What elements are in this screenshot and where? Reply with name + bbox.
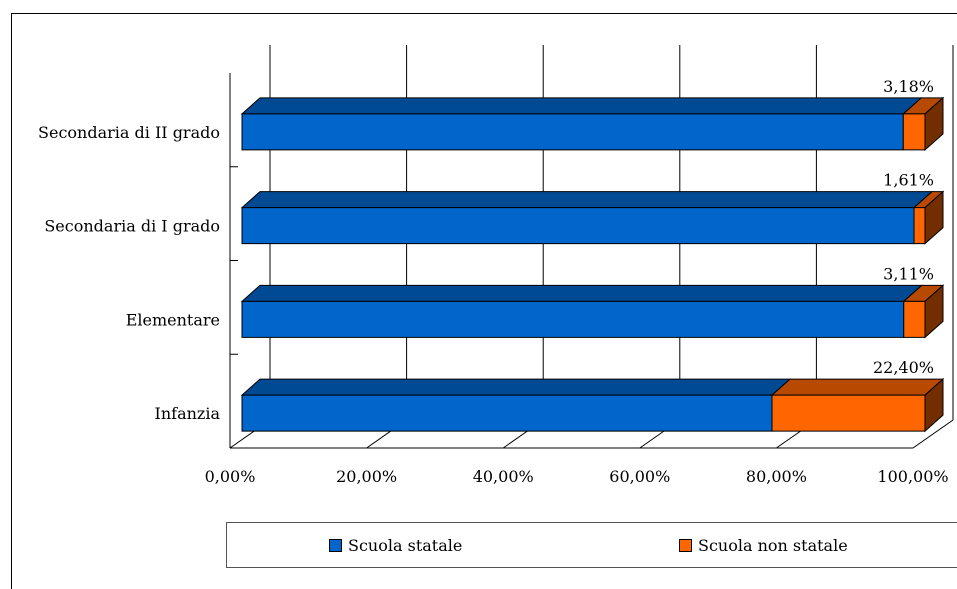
x-tick-label: 20,00% (336, 467, 397, 486)
bar-top-non-statale (770, 378, 945, 396)
legend-label-statale: Scuola statale (348, 536, 463, 555)
data-label: 1,61% (883, 171, 934, 190)
chart-frame (11, 13, 957, 589)
bar-statale (241, 394, 773, 432)
category-label: Elementare (126, 310, 220, 329)
x-tick-label: 100,00% (877, 467, 948, 486)
category-label: Infanzia (155, 404, 221, 423)
data-label: 22,40% (873, 358, 934, 377)
bar-non-statale (903, 300, 926, 338)
legend-item-non-statale: Scuola non statale (679, 536, 848, 555)
bar-side (924, 378, 944, 433)
x-tick-label: 40,00% (473, 467, 534, 486)
x-tick-label: 80,00% (746, 467, 807, 486)
data-label: 3,18% (883, 77, 934, 96)
bar-top-statale (240, 284, 924, 302)
bar-statale (241, 300, 905, 338)
chart-legend: Scuola statale Scuola non statale (226, 522, 957, 568)
x-tick-label: 60,00% (609, 467, 670, 486)
floor-line (912, 419, 954, 449)
bar-non-statale (771, 394, 926, 432)
data-label: 3,11% (883, 264, 934, 283)
bar-non-statale (902, 113, 926, 151)
bar-top-statale (240, 97, 923, 115)
bar-top-statale (240, 191, 934, 209)
bar-non-statale (913, 207, 926, 245)
bar-side (924, 190, 944, 245)
legend-swatch-statale (329, 539, 342, 552)
legend-item-statale: Scuola statale (329, 536, 462, 555)
category-label: Secondaria di I grado (44, 217, 220, 236)
chart-plot: Secondaria di II grado 3,18% Secondaria di… (38, 45, 954, 486)
legend-label-non-statale: Scuola non statale (698, 536, 848, 555)
bar-top-statale (240, 378, 792, 396)
legend-swatch-non-statale (679, 539, 692, 552)
bar-statale (241, 113, 904, 151)
bar-statale (241, 207, 915, 245)
bar-side (924, 96, 944, 151)
category-label: Secondaria di II grado (38, 123, 220, 142)
bar-side (924, 284, 944, 339)
x-tick-label: 0,00% (205, 467, 256, 486)
